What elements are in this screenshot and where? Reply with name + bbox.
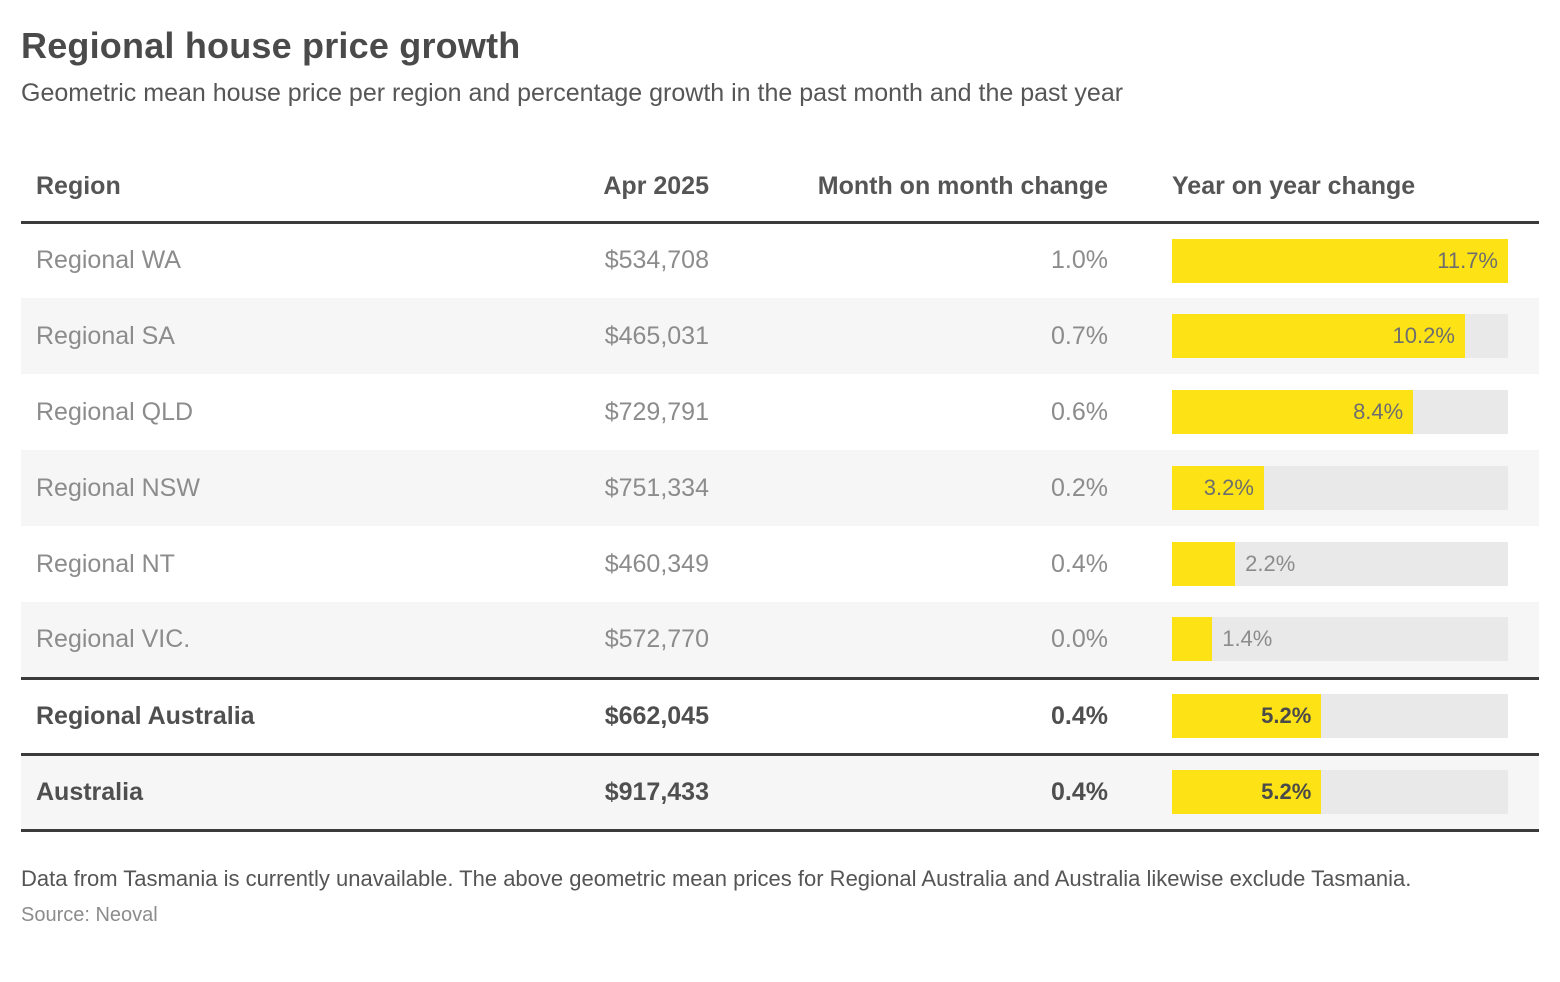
- page-subtitle: Geometric mean house price per region an…: [21, 79, 1124, 108]
- price-cell: $662,045: [521, 676, 709, 755]
- yoy-bar-fill: 8.4%: [1172, 390, 1414, 435]
- yoy-bar-fill: [1172, 542, 1236, 587]
- table-header: Region Apr 2025 Month on month change Ye…: [21, 152, 1539, 224]
- yoy-bar-track: 8.4%: [1172, 390, 1508, 435]
- mom-change-cell: 0.4%: [709, 752, 1108, 832]
- table-row: Regional VIC. $572,770 0.0% 1.4%: [21, 602, 1539, 679]
- region-cell: Regional NT: [36, 549, 175, 578]
- table-row: Regional Australia $662,045 0.4% 5.2%: [21, 676, 1539, 755]
- mom-change-cell: 1.0%: [1051, 246, 1108, 275]
- yoy-bar-track: 11.7%: [1172, 238, 1508, 283]
- yoy-bar-fill: 5.2%: [1172, 694, 1322, 739]
- yoy-bar-track: 5.2%: [1172, 770, 1508, 815]
- yoy-change-cell: 10.2%: [1108, 298, 1539, 374]
- yoy-bar-label: 5.2%: [1261, 703, 1312, 729]
- yoy-bar-label: 8.4%: [1353, 399, 1404, 425]
- yoy-bar-label: 10.2%: [1392, 323, 1455, 349]
- mom-change-cell: 0.0%: [1051, 624, 1108, 653]
- page-title: Regional house price growth: [21, 25, 521, 66]
- yoy-bar-fill: 3.2%: [1172, 466, 1264, 511]
- yoy-bar-fill: [1172, 617, 1213, 662]
- source-attribution: Source: Neoval: [21, 903, 158, 926]
- yoy-bar-label: 5.2%: [1261, 779, 1312, 805]
- yoy-bar-label: 11.7%: [1437, 247, 1498, 273]
- house-price-table: Region Apr 2025 Month on month change Ye…: [21, 152, 1539, 832]
- yoy-bar-label: 2.2%: [1245, 551, 1296, 577]
- region-cell: Regional VIC.: [36, 624, 191, 653]
- yoy-change-cell: 8.4%: [1108, 374, 1539, 450]
- region-cell: Australia: [21, 752, 521, 832]
- mom-change-cell: 0.6%: [1051, 397, 1108, 426]
- price-cell: $572,770: [604, 624, 709, 653]
- mom-change-cell: 0.7%: [1051, 321, 1108, 350]
- yoy-change-cell: 3.2%: [1108, 450, 1539, 526]
- yoy-bar-track: 10.2%: [1172, 314, 1508, 359]
- yoy-bar-fill: 11.7%: [1172, 238, 1508, 283]
- price-cell: $465,031: [604, 321, 709, 350]
- table-row: Regional SA $465,031 0.7% 10.2%: [21, 298, 1539, 375]
- table-row: Regional NSW $751,334 0.2% 3.2%: [21, 450, 1539, 527]
- price-cell: $534,708: [604, 246, 709, 275]
- region-cell: Regional SA: [36, 321, 175, 350]
- column-header-month-on-month: Month on month change: [709, 152, 1108, 224]
- yoy-bar-fill: 5.2%: [1172, 770, 1322, 815]
- column-header-apr-2025: Apr 2025: [521, 152, 709, 224]
- page: Regional house price growth Geometric me…: [21, 25, 1539, 926]
- table-row: Regional WA $534,708 1.0% 11.7%: [21, 222, 1539, 298]
- price-cell: $729,791: [604, 397, 709, 426]
- table-row: Australia $917,433 0.4% 5.2%: [21, 752, 1539, 832]
- yoy-bar-track: 3.2%: [1172, 466, 1508, 511]
- mom-change-cell: 0.4%: [1051, 549, 1108, 578]
- yoy-bar-track: 5.2%: [1172, 694, 1508, 739]
- table-body: Regional WA $534,708 1.0% 11.7% Regional…: [21, 222, 1539, 832]
- mom-change-cell: 0.4%: [709, 676, 1108, 755]
- yoy-bar-fill: 10.2%: [1172, 314, 1465, 359]
- yoy-change-cell: 5.2%: [1108, 752, 1539, 832]
- region-cell: Regional NSW: [36, 473, 200, 502]
- footnote: Data from Tasmania is currently unavaila…: [21, 865, 1412, 891]
- yoy-bar-track: 2.2%: [1172, 542, 1508, 587]
- column-header-region: Region: [21, 152, 521, 224]
- yoy-bar-label: 3.2%: [1203, 475, 1254, 501]
- table-row: Regional QLD $729,791 0.6% 8.4%: [21, 374, 1539, 450]
- price-cell: $460,349: [604, 549, 709, 578]
- yoy-bar-label: 1.4%: [1222, 626, 1273, 652]
- region-cell: Regional WA: [36, 246, 181, 275]
- yoy-change-cell: 11.7%: [1108, 222, 1539, 298]
- region-cell: Regional Australia: [21, 676, 521, 755]
- yoy-change-cell: 1.4%: [1108, 602, 1539, 678]
- region-cell: Regional QLD: [36, 397, 194, 426]
- price-cell: $751,334: [604, 473, 709, 502]
- table-row: Regional NT $460,349 0.4% 2.2%: [21, 526, 1539, 602]
- yoy-bar-track: 1.4%: [1172, 617, 1508, 662]
- mom-change-cell: 0.2%: [1051, 473, 1108, 502]
- column-header-year-on-year: Year on year change: [1108, 152, 1539, 224]
- yoy-change-cell: 2.2%: [1108, 526, 1539, 602]
- price-cell: $917,433: [521, 752, 709, 832]
- yoy-change-cell: 5.2%: [1108, 676, 1539, 755]
